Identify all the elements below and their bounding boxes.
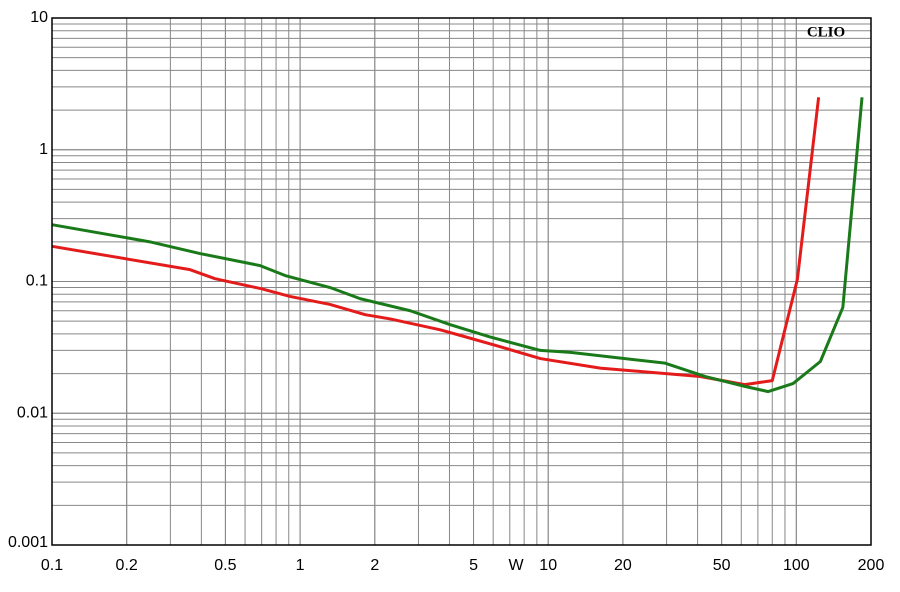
series-line: [51, 97, 864, 394]
y-tick-label: 10: [30, 9, 48, 26]
grid: [51, 17, 872, 546]
y-tick-label: 0.01: [17, 404, 48, 421]
x-tick-label: 200: [858, 557, 885, 574]
x-tick-label: 20: [614, 557, 632, 574]
series-line: [51, 97, 821, 387]
x-tick-label: 0.1: [41, 557, 63, 574]
lines: [51, 97, 864, 394]
x-tick-label: 5: [469, 557, 478, 574]
x-axis-label: W: [508, 557, 524, 574]
y-tick-label: 1: [39, 141, 48, 158]
y-tick-label: 0.1: [26, 273, 48, 290]
x-tick-label: 2: [370, 557, 379, 574]
x-tick-label: 50: [713, 557, 731, 574]
x-tick-label: 0.2: [116, 557, 138, 574]
y-tick-label: 0.001: [8, 534, 48, 551]
brand: CLIO: [807, 24, 845, 40]
x-tick-label: 100: [783, 557, 810, 574]
x-tick-label: 10: [539, 557, 557, 574]
x-tick-label: 1: [296, 557, 305, 574]
plot-frame: [51, 17, 872, 546]
x-tick-label: 0.5: [214, 557, 236, 574]
